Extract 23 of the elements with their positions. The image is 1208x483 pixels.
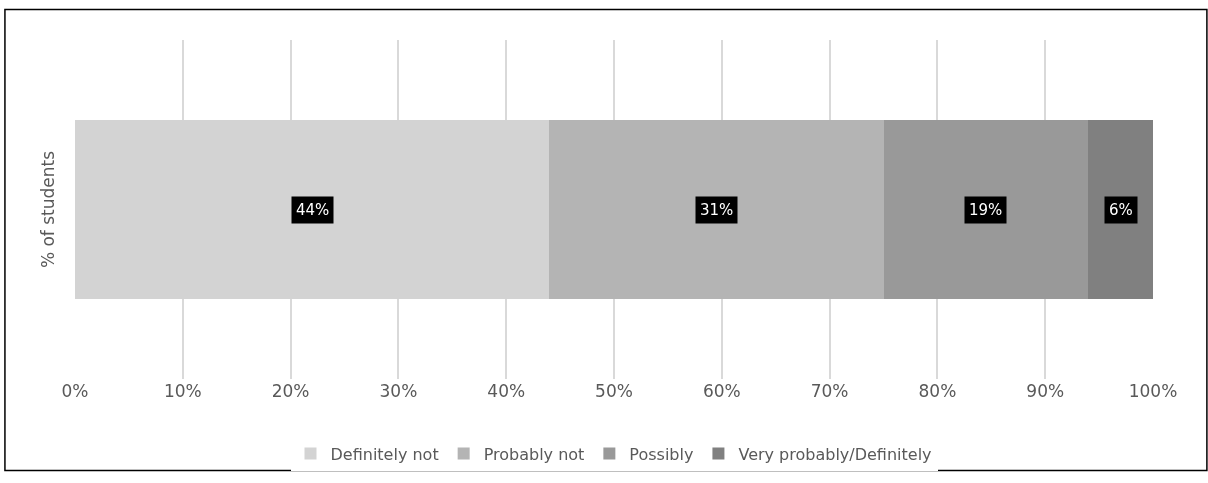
bar [549, 120, 884, 299]
y-axis-title: % of students [37, 150, 58, 269]
legend-label: Definitely not [330, 444, 439, 464]
legend-label: Possibly [629, 444, 694, 464]
x-tick-label: 0% [61, 381, 89, 401]
x-tick-label: 60% [702, 381, 741, 401]
x-tick-label: 70% [810, 381, 849, 401]
x-tick-label: 90% [1026, 381, 1065, 401]
x-tick-label: 50% [595, 381, 633, 401]
data-label: 44% [296, 201, 330, 219]
legend-label: Probably not [483, 444, 585, 464]
data-label: 19% [969, 201, 1003, 219]
bar [883, 120, 1089, 299]
x-tick-label: 80% [918, 381, 957, 401]
x-tick-label: 20% [271, 381, 310, 401]
x-tick-label: 40% [487, 381, 526, 401]
data-label: 6% [1109, 201, 1133, 219]
x-tick-label: 10% [163, 381, 202, 401]
data-label: 31% [700, 201, 734, 219]
x-tick-label: 100% [1128, 381, 1178, 401]
bar [1088, 120, 1153, 299]
x-tick-label: 30% [379, 381, 418, 401]
legend-label: Very probably/Definitely [738, 444, 932, 464]
